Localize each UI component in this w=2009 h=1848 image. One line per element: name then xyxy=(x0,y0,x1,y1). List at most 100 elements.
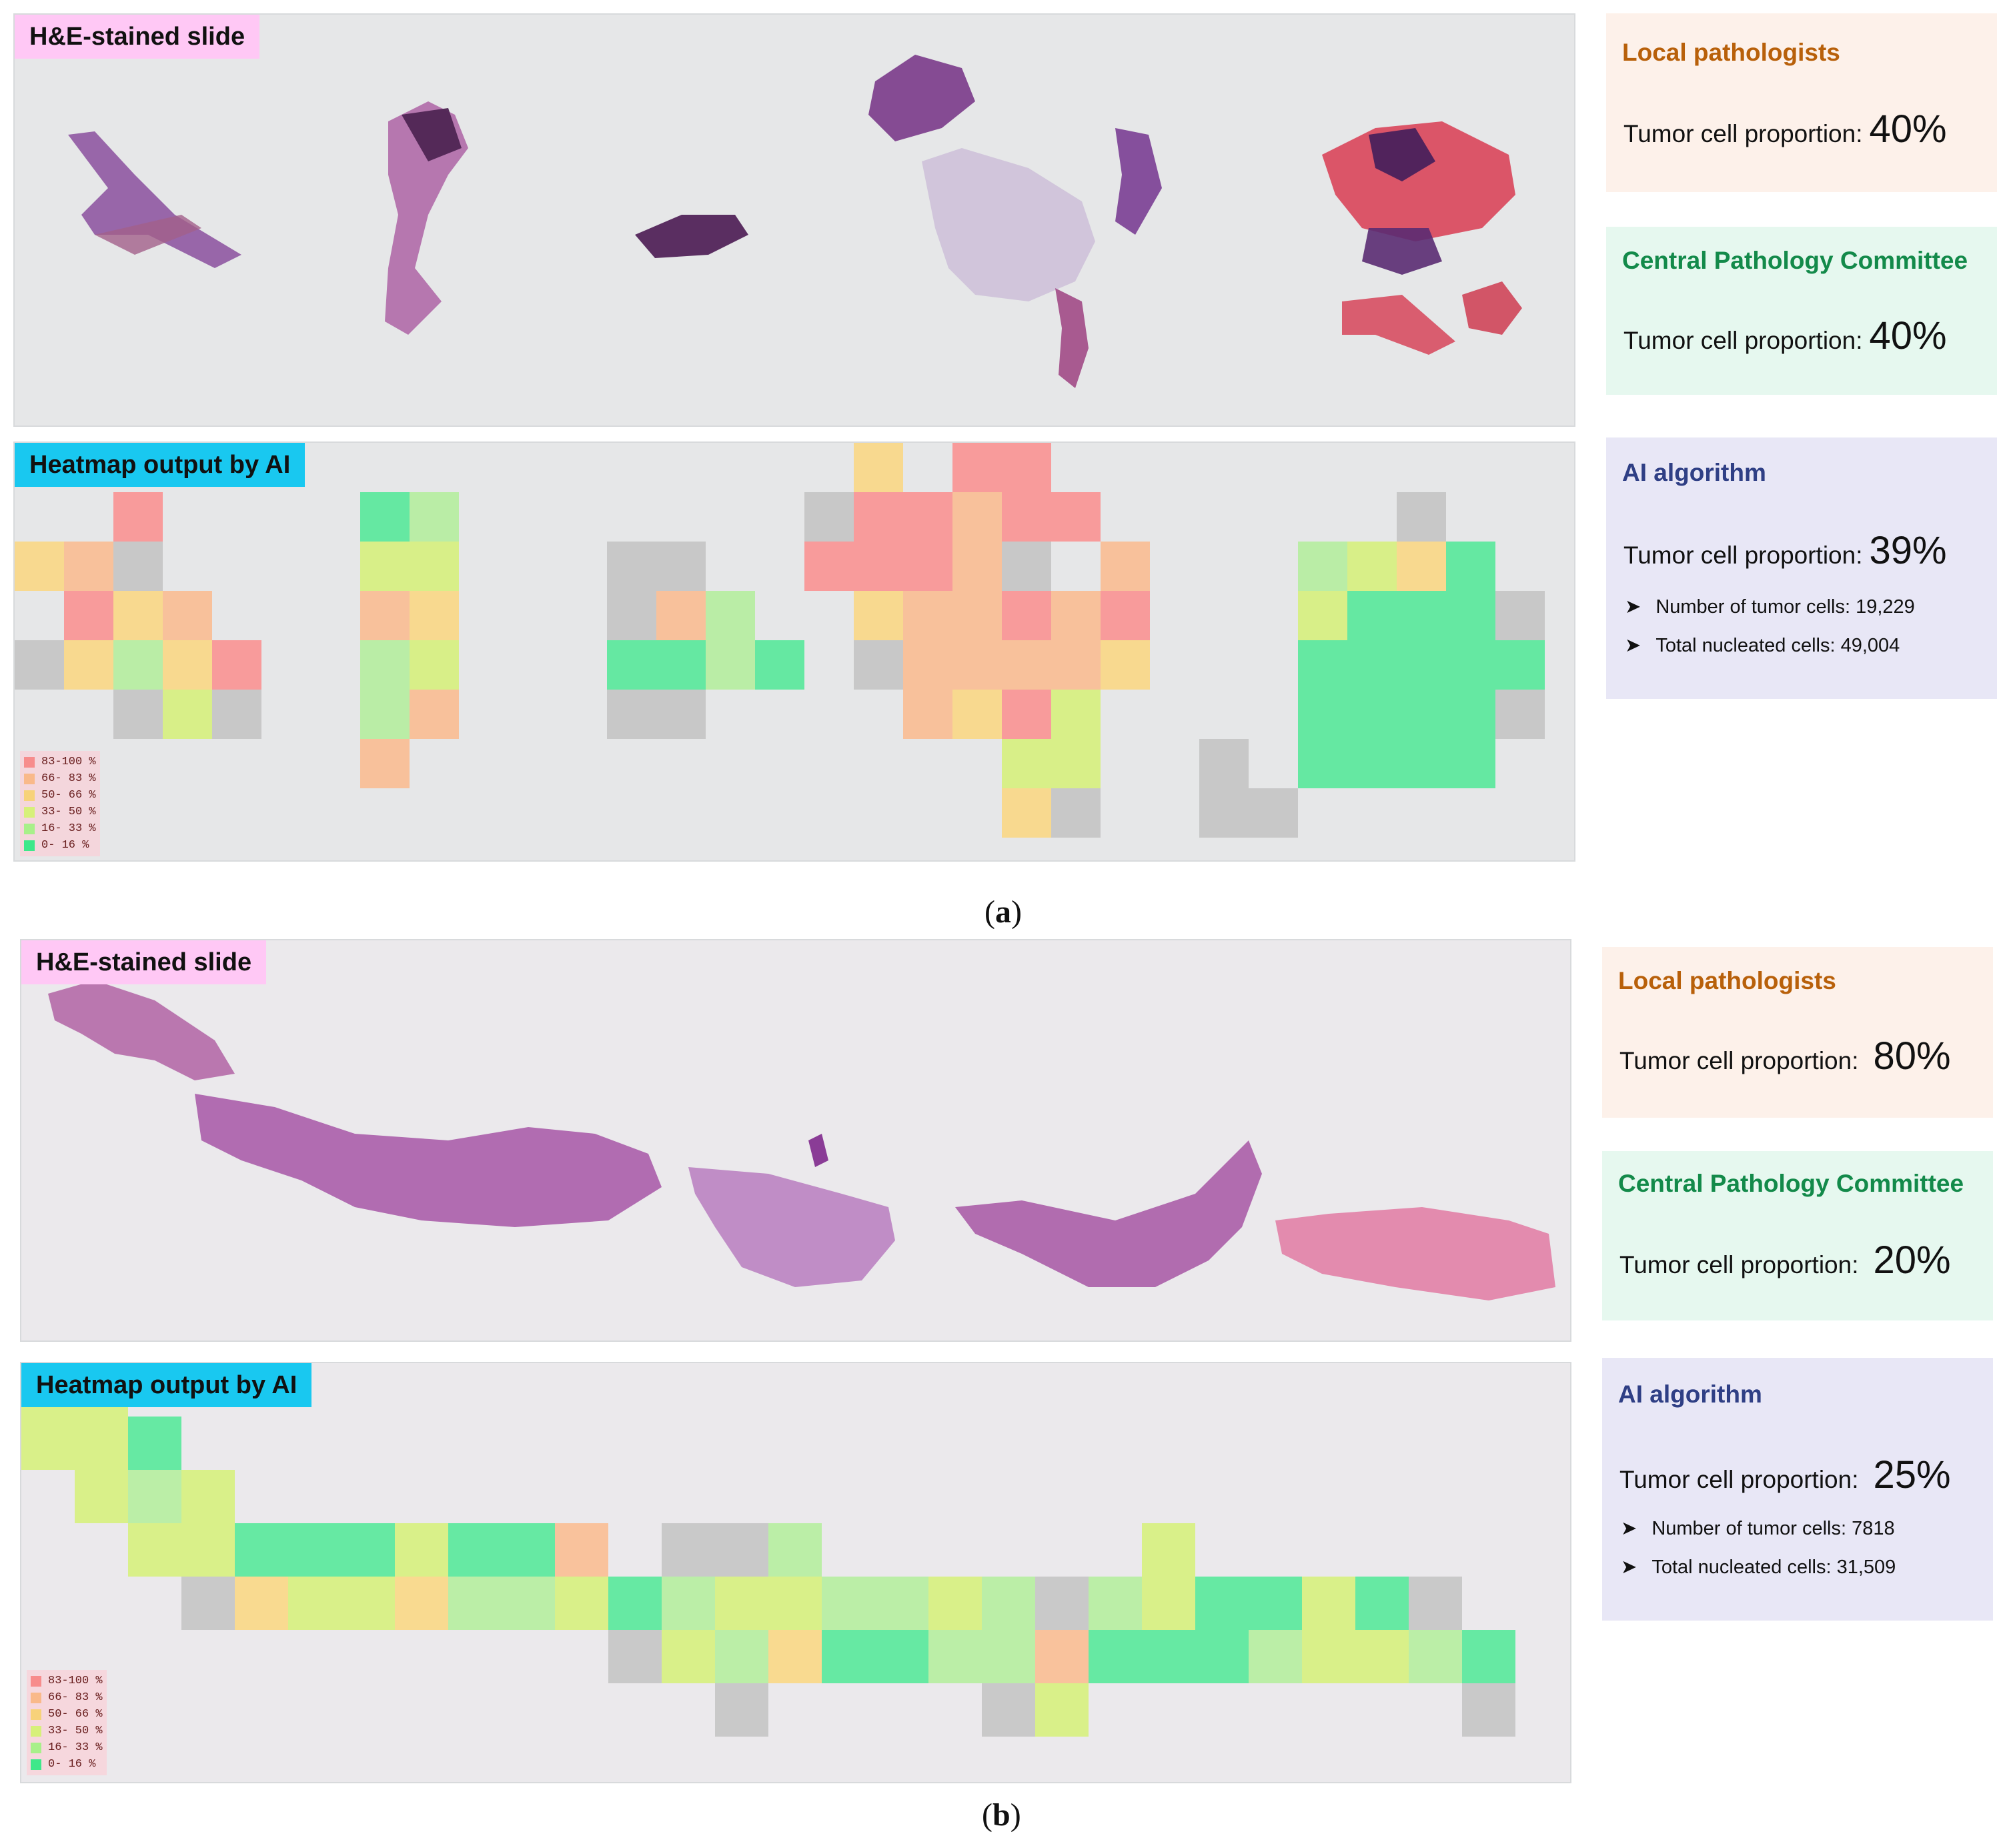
heatmap-tile xyxy=(952,443,1002,492)
panel-a-caption-open: ( xyxy=(984,894,995,930)
heatmap-tile xyxy=(952,640,1002,690)
panel-a-ai-bullet2-text: Total nucleated cells: 49,004 xyxy=(1655,635,1900,656)
legend-row: 33- 50 % xyxy=(31,1723,103,1739)
heatmap-tile xyxy=(875,1630,928,1683)
panel-b-caption-close: ) xyxy=(1010,1797,1021,1833)
panel-b-caption-open: ( xyxy=(982,1797,992,1833)
heatmap-tile xyxy=(1347,591,1397,640)
panel-b-he-slide: H&E-stained slide xyxy=(20,939,1571,1342)
legend-label: 83-100 % xyxy=(48,1675,103,1687)
heatmap-tile xyxy=(1051,788,1101,838)
heatmap-tile xyxy=(952,591,1002,640)
legend-label: 66- 83 % xyxy=(48,1691,103,1704)
heatmap-tile xyxy=(1002,542,1051,591)
heatmap-tile xyxy=(1347,739,1397,788)
heatmap-tile xyxy=(982,1577,1035,1630)
panel-b-local-proportion: Tumor cell proportion: 80% xyxy=(1619,1034,1951,1078)
heatmap-tile xyxy=(1298,690,1347,739)
heatmap-tile xyxy=(768,1577,822,1630)
heatmap-tile xyxy=(768,1630,822,1683)
heatmap-tile xyxy=(113,690,163,739)
panel-b-central-proportion: Tumor cell proportion: 20% xyxy=(1619,1238,1951,1282)
legend-row: 16- 33 % xyxy=(24,820,96,837)
heatmap-tile xyxy=(715,1630,768,1683)
panel-a-local-value: 40% xyxy=(1869,107,1947,151)
legend-swatch xyxy=(31,1725,41,1737)
heatmap-tile xyxy=(903,591,952,640)
heatmap-tile xyxy=(1446,690,1495,739)
legend-label: 0- 16 % xyxy=(48,1758,96,1771)
heatmap-tile xyxy=(662,1523,715,1577)
heatmap-tile xyxy=(952,690,1002,739)
heatmap-tile xyxy=(1089,1630,1142,1683)
heatmap-tile xyxy=(1142,1577,1195,1630)
panel-a-he-label: H&E-stained slide xyxy=(15,15,260,59)
panel-b-central-title: Central Pathology Committee xyxy=(1618,1170,1964,1197)
heatmap-tile xyxy=(1002,492,1051,542)
panel-b-central-card: Central Pathology Committee Tumor cell p… xyxy=(1602,1151,1993,1320)
heatmap-tile xyxy=(928,1630,982,1683)
heatmap-tile xyxy=(1446,591,1495,640)
heatmap-tile xyxy=(163,640,212,690)
panel-b-ai-card: AI algorithm Tumor cell proportion: 25% ➤… xyxy=(1602,1358,1993,1621)
heatmap-tile xyxy=(1051,739,1101,788)
heatmap-tile xyxy=(64,591,113,640)
panel-b-local-card: Local pathologists Tumor cell proportion… xyxy=(1602,947,1993,1118)
heatmap-tile xyxy=(1089,1577,1142,1630)
heatmap-tile xyxy=(952,542,1002,591)
heatmap-tile xyxy=(235,1523,288,1577)
panel-a-central-title: Central Pathology Committee xyxy=(1622,247,1968,274)
heatmap-tile xyxy=(410,591,459,640)
legend-label: 16- 33 % xyxy=(48,1741,103,1754)
heatmap-tile xyxy=(804,542,854,591)
panel-b-ai-title: AI algorithm xyxy=(1618,1380,1762,1408)
heatmap-tile xyxy=(982,1630,1035,1683)
panel-a-central-value: 40% xyxy=(1869,314,1947,357)
heatmap-tile xyxy=(163,690,212,739)
heatmap-tile xyxy=(1199,788,1249,838)
legend-row: 0- 16 % xyxy=(24,837,96,854)
legend-swatch xyxy=(24,790,35,801)
legend-swatch xyxy=(31,1675,41,1687)
heatmap-tile xyxy=(903,492,952,542)
legend-label: 33- 50 % xyxy=(41,806,96,818)
heatmap-tile xyxy=(1347,640,1397,690)
heatmap-tile xyxy=(1397,492,1446,542)
legend-row: 33- 50 % xyxy=(24,804,96,820)
heatmap-tile xyxy=(1249,788,1298,838)
heatmap-tile xyxy=(1397,542,1446,591)
heatmap-tile xyxy=(1495,591,1545,640)
bullet-arrow-icon: ➤ xyxy=(1621,1518,1637,1539)
panel-a-he-tissue xyxy=(68,55,1522,388)
heatmap-tile xyxy=(448,1577,502,1630)
panel-a-local-proportion: Tumor cell proportion: 40% xyxy=(1623,107,1947,151)
heatmap-tile xyxy=(1002,443,1051,492)
heatmap-tile xyxy=(1101,542,1150,591)
bullet-arrow-icon: ➤ xyxy=(1625,635,1641,656)
heatmap-tile xyxy=(1051,591,1101,640)
heatmap-tile xyxy=(854,542,903,591)
panel-a-he-slide: H&E-stained slide xyxy=(13,13,1575,427)
heatmap-tile xyxy=(1051,640,1101,690)
heatmap-tile xyxy=(360,640,410,690)
legend-row: 50- 66 % xyxy=(31,1706,103,1723)
panel-a-ai-value: 39% xyxy=(1869,529,1947,572)
panel-b-ai-value: 25% xyxy=(1873,1453,1951,1497)
legend-label: 16- 33 % xyxy=(41,822,96,835)
heatmap-tile xyxy=(903,640,952,690)
legend-label: 83-100 % xyxy=(41,756,96,768)
legend-swatch xyxy=(24,823,35,834)
heatmap-tile xyxy=(1035,1577,1089,1630)
heatmap-tile xyxy=(706,640,755,690)
heatmap-tile xyxy=(395,1523,448,1577)
heatmap-tile xyxy=(656,690,706,739)
panel-b-local-title: Local pathologists xyxy=(1618,967,1836,994)
heatmap-tile xyxy=(448,1523,502,1577)
panel-a-ai-title: AI algorithm xyxy=(1622,459,1766,486)
panel-a-central-label: Tumor cell proportion: xyxy=(1623,327,1863,354)
heatmap-tile xyxy=(21,1417,75,1470)
heatmap-tile xyxy=(715,1577,768,1630)
panel-a-legend: 83-100 % 66- 83 % 50- 66 % 33- 50 % 16- 33 %… xyxy=(20,751,100,856)
panel-b-central-value: 20% xyxy=(1873,1238,1951,1282)
legend-swatch xyxy=(31,1692,41,1703)
